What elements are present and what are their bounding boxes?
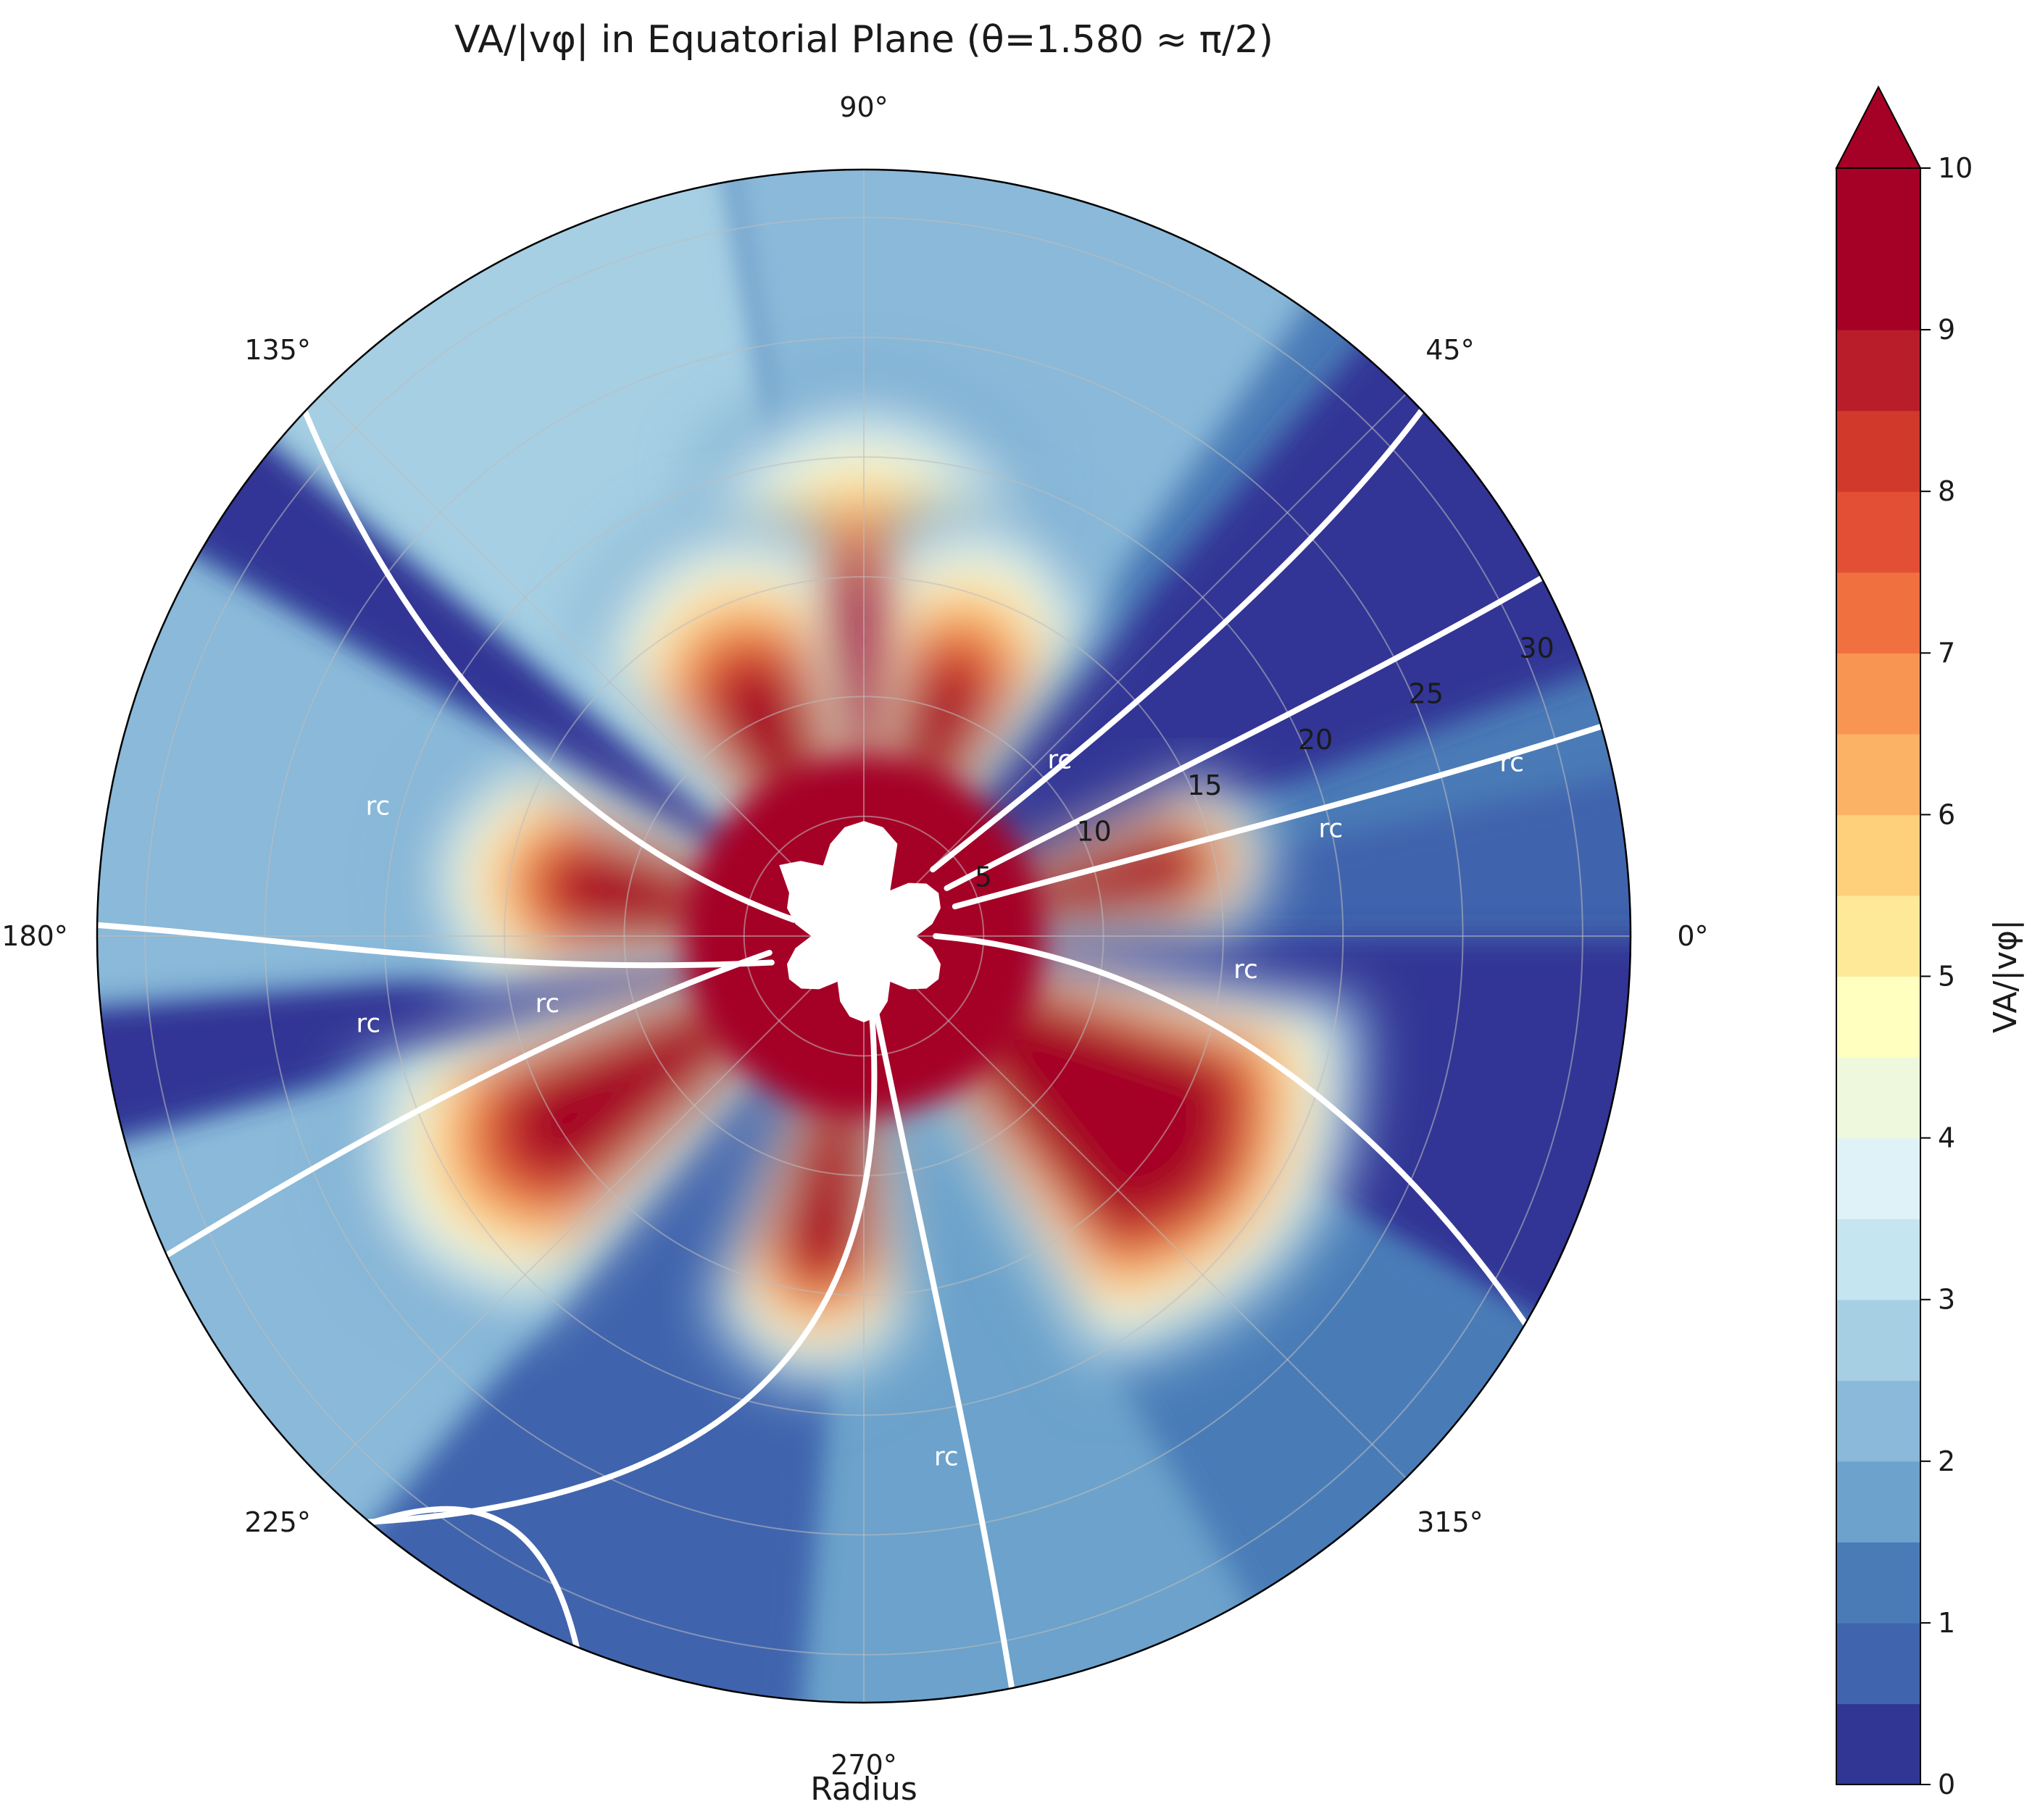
colorbar-band bbox=[1836, 895, 1920, 977]
polar-grid bbox=[97, 170, 1631, 1703]
angle-tick-label: 270° bbox=[830, 1749, 897, 1781]
colorbar-label: VA/|vφ| bbox=[1987, 919, 2024, 1033]
angle-tick-label: 90° bbox=[839, 91, 888, 123]
rc-contour-label: rc bbox=[1047, 746, 1072, 775]
colorbar-band bbox=[1836, 1542, 1920, 1624]
colorbar-band bbox=[1836, 976, 1920, 1058]
rc-contour-label: rc bbox=[1318, 814, 1343, 843]
rc-contour-label: rc bbox=[356, 1009, 380, 1039]
rc-contour-label: rc bbox=[536, 989, 560, 1019]
colorbar-tick-label: 7 bbox=[1938, 637, 1955, 669]
colorbar-tick-label: 10 bbox=[1938, 152, 1973, 184]
angle-tick-label: 135° bbox=[244, 334, 311, 366]
colorbar-tick-label: 5 bbox=[1938, 961, 1955, 993]
colorbar-band bbox=[1836, 410, 1920, 492]
rc-contour-label: rc bbox=[934, 1442, 959, 1472]
inner-boundary-region bbox=[779, 821, 941, 1022]
contour-band-5 bbox=[346, 936, 864, 1703]
colorbar-tick-label: 4 bbox=[1938, 1122, 1955, 1154]
colorbar-tick-label: 9 bbox=[1938, 314, 1955, 346]
rc-contour-label: rc bbox=[1499, 748, 1524, 777]
polar-plot-area: 0° 45° 90° 135° 180° 225° 270° 315° 5 10 15 20 25 30… bbox=[1, 91, 1708, 1781]
angular-gridline bbox=[321, 393, 865, 937]
polar-frame bbox=[96, 168, 1632, 1704]
rc-contour-line bbox=[97, 919, 775, 969]
colorbar-tick-label: 8 bbox=[1938, 475, 1955, 507]
chart-title: VA/|vφ| in Equatorial Plane (θ=1.580 ≈ π… bbox=[454, 18, 1273, 62]
radial-tick-label: 25 bbox=[1409, 678, 1444, 710]
colorbar-band bbox=[1836, 653, 1920, 735]
rc-contour-label: rc bbox=[365, 791, 390, 821]
contour-field bbox=[97, 170, 1631, 1703]
colorbar: 0 1 2 3 4 5 6 7 8 9 10 VA/|vφ| bbox=[1835, 85, 2024, 1800]
radial-tick-label: 15 bbox=[1187, 769, 1222, 801]
colorbar-tick-label: 3 bbox=[1938, 1284, 1955, 1316]
angular-gridline bbox=[863, 935, 1407, 1479]
colorbar-band bbox=[1836, 1299, 1920, 1381]
rc-contour-line bbox=[331, 1004, 878, 1527]
colorbar-band bbox=[1836, 249, 1920, 330]
x-axis-label: Radius bbox=[810, 1771, 917, 1808]
colorbar-band bbox=[1836, 1703, 1920, 1785]
contour-lobe-5 bbox=[343, 946, 824, 1337]
colorbar-band bbox=[1836, 1138, 1920, 1219]
angular-gridline bbox=[863, 393, 1407, 937]
colorbar-tick-label: 0 bbox=[1938, 1769, 1955, 1800]
colorbar-band bbox=[1836, 1057, 1920, 1139]
contour-band-4 bbox=[794, 936, 1267, 1703]
colorbar-extend-arrow bbox=[1835, 85, 1922, 169]
angle-tick-label: 225° bbox=[244, 1506, 311, 1538]
colorbar-tick-label: 6 bbox=[1938, 798, 1955, 830]
colorbar-band bbox=[1836, 330, 1920, 412]
angle-tick-label: 45° bbox=[1425, 334, 1474, 366]
radial-tick-label: 20 bbox=[1298, 724, 1333, 756]
radial-tick-label: 30 bbox=[1519, 632, 1554, 664]
rc-contour-line bbox=[292, 384, 797, 923]
rc-contour-line bbox=[944, 551, 1586, 891]
colorbar-band bbox=[1836, 1380, 1920, 1462]
rc-contour-line bbox=[872, 1003, 1023, 1703]
angle-tick-label: 0° bbox=[1677, 920, 1708, 952]
angle-tick-label: 315° bbox=[1417, 1506, 1483, 1538]
rc-contour-line bbox=[122, 949, 773, 1284]
colorbar-band bbox=[1836, 168, 1920, 250]
rc-contour-line bbox=[930, 367, 1453, 873]
colorbar-band bbox=[1836, 733, 1920, 815]
inner-boundary-blob bbox=[779, 821, 941, 1022]
colorbar-band bbox=[1836, 572, 1920, 654]
contour-band-0 bbox=[864, 320, 1620, 936]
contour-band-9 bbox=[166, 418, 864, 936]
rc-contour-line bbox=[933, 933, 1558, 1371]
colorbar-band bbox=[1836, 1219, 1920, 1301]
angle-tick-label: 180° bbox=[1, 920, 68, 952]
angular-gridline bbox=[321, 935, 865, 1479]
colorbar-band bbox=[1836, 1622, 1920, 1705]
colorbar-tick-label: 2 bbox=[1938, 1445, 1955, 1477]
radial-tick-label: 5 bbox=[975, 861, 992, 893]
rc-contour-line bbox=[952, 709, 1631, 910]
colorbar-band bbox=[1836, 491, 1920, 573]
radial-tick-label: 10 bbox=[1076, 815, 1111, 847]
rc-contour-label: rc bbox=[1233, 955, 1258, 985]
colorbar-band bbox=[1836, 814, 1920, 896]
colorbar-tick-label: 1 bbox=[1938, 1607, 1955, 1639]
colorbar-band bbox=[1836, 1461, 1920, 1543]
